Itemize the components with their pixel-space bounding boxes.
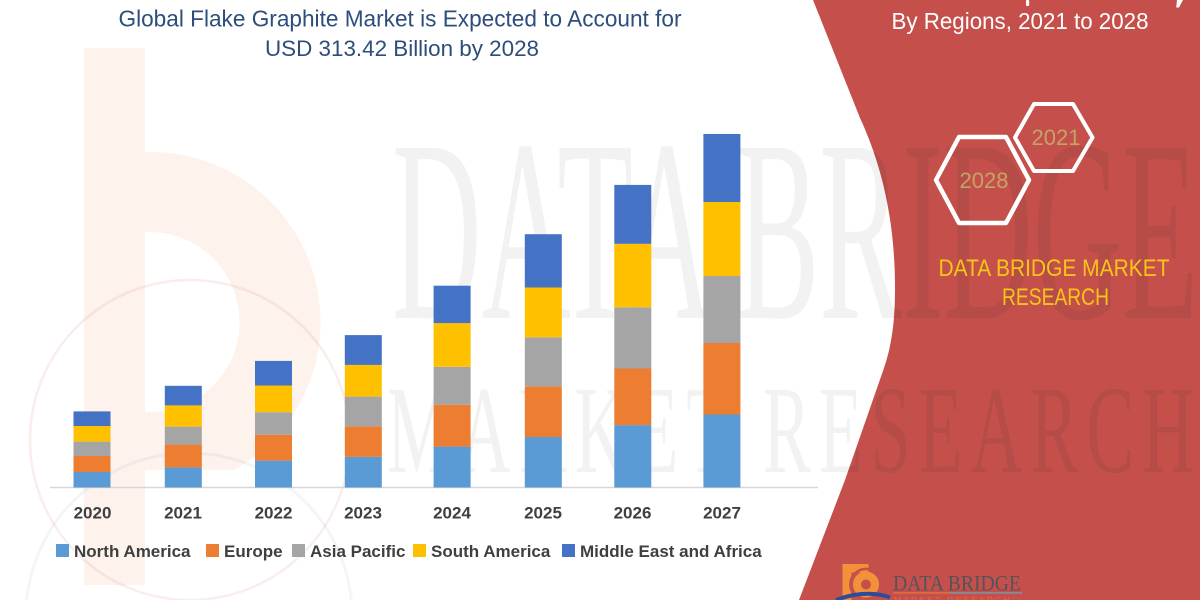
- svg-text:USD 313.42 Billion by 2028: USD 313.42 Billion by 2028: [265, 36, 539, 61]
- svg-text:2021: 2021: [164, 504, 202, 523]
- svg-text:2025: 2025: [524, 504, 562, 523]
- svg-text:By Regions, 2021 to 2028: By Regions, 2021 to 2028: [892, 8, 1149, 34]
- svg-text:2026: 2026: [614, 504, 652, 523]
- svg-text:Global Flake Graphite Market i: Global Flake Graphite Market is Expected…: [119, 6, 682, 32]
- svg-text:RESEARCH: RESEARCH: [1002, 284, 1109, 311]
- svg-text:2022: 2022: [255, 504, 293, 523]
- svg-text:2027: 2027: [703, 504, 741, 523]
- svg-text:2023: 2023: [344, 504, 382, 523]
- svg-text:Middle East and Africa: Middle East and Africa: [580, 542, 762, 561]
- svg-text:2028: 2028: [960, 168, 1009, 193]
- svg-text:MARKET RESEARCH: MARKET RESEARCH: [894, 595, 1012, 600]
- svg-text:2020: 2020: [74, 504, 112, 523]
- svg-text:South America: South America: [431, 542, 551, 561]
- svg-text:North America: North America: [74, 542, 191, 561]
- svg-text:Europe: Europe: [224, 542, 283, 561]
- svg-text:DATA BRIDGE MARKET: DATA BRIDGE MARKET: [939, 255, 1170, 282]
- svg-text:Asia Pacific: Asia Pacific: [310, 542, 405, 561]
- svg-text:2021: 2021: [1032, 125, 1081, 150]
- svg-text:2024: 2024: [433, 504, 471, 523]
- svg-text:DATA BRIDGE: DATA BRIDGE: [893, 571, 1021, 596]
- svg-text:MARKET RESEARCH: MARKET RESEARCH: [387, 362, 1200, 500]
